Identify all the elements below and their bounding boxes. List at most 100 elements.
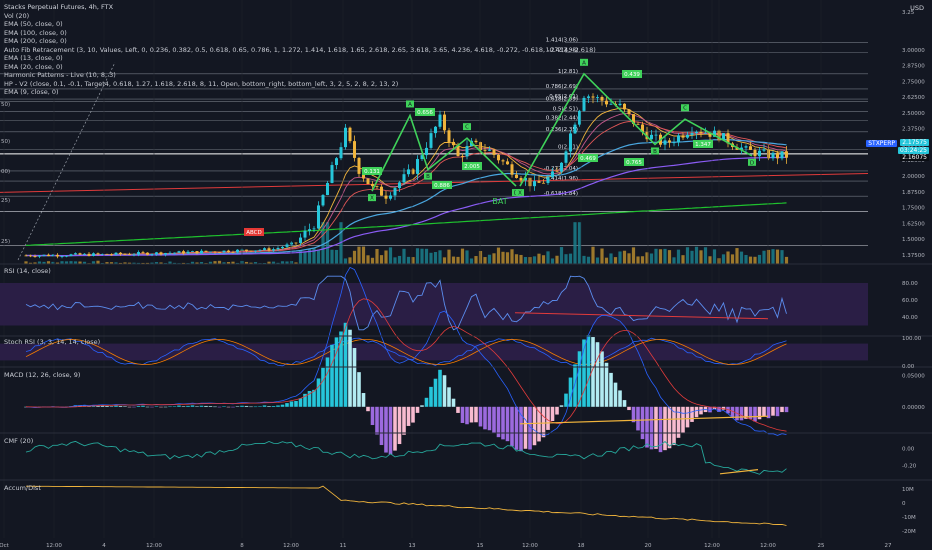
legend-harmonic[interactable]: Harmonic Patterns - Live (10, 8, 3)	[4, 71, 116, 79]
candle-body	[668, 140, 671, 143]
candle-body	[510, 164, 514, 175]
candle-body	[672, 142, 676, 144]
legend-ema9[interactable]: EMA (9, close, 0)	[4, 88, 59, 96]
ratio-box	[624, 158, 644, 166]
macd-histogram-bar	[483, 406, 487, 430]
volume-bar	[649, 253, 654, 264]
time-axis-label: 4	[102, 543, 106, 549]
left-axis-fragment: 50)	[1, 139, 10, 145]
macd-histogram-bar	[271, 406, 276, 407]
accum-legend[interactable]: Accum/Dist	[4, 484, 41, 492]
stoch-legend[interactable]: Stoch RSI (3, 3, 14, 14, close)	[4, 338, 101, 346]
accum-axis-label: 0	[902, 501, 906, 507]
volume-bar	[64, 261, 69, 264]
rsi-axis-label: 60.00	[902, 298, 918, 304]
macd-histogram-bar	[357, 372, 361, 407]
macd-histogram-bar	[217, 406, 222, 408]
volume-bar	[568, 253, 573, 264]
volume-bar	[685, 247, 690, 264]
legend-ema50[interactable]: EMA (50, close, 0)	[4, 20, 63, 28]
volume-bar	[271, 261, 276, 264]
price-axis-label: 2.12500	[902, 158, 925, 164]
price-axis-label: 3.00000	[902, 48, 925, 54]
pattern-point-label: D	[750, 160, 754, 166]
candle-body	[681, 135, 685, 138]
candle-body	[650, 134, 653, 140]
macd-histogram-bar	[361, 393, 366, 407]
legend-vol[interactable]: Vol (20)	[4, 11, 30, 20]
volume-bar	[141, 262, 145, 264]
macd-histogram-bar	[406, 406, 411, 426]
volume-bar	[244, 261, 249, 264]
candle-body	[785, 151, 788, 158]
price-axis-label: 2.75000	[902, 79, 925, 85]
legend-ema13[interactable]: EMA (13, close, 0)	[4, 54, 63, 62]
stoch-rsi-pane[interactable]	[0, 337, 868, 367]
legend-ema200[interactable]: EMA (200, close, 0)	[4, 37, 67, 45]
candle-body	[776, 152, 779, 159]
candle-body	[744, 146, 748, 148]
macd-histogram-bar	[352, 348, 357, 407]
rsi-legend[interactable]: RSI (14, close)	[4, 267, 51, 275]
macd-histogram-bar	[460, 406, 465, 423]
legend-hpv2[interactable]: HP - V2 (close, 0.1, -0.1, Target4, 0.61…	[4, 79, 399, 88]
macd-histogram-bar	[447, 387, 451, 407]
macd-histogram-bar	[442, 375, 447, 407]
price-axis-label: 2.50000	[902, 111, 925, 117]
candle-body	[312, 228, 316, 230]
volume-bar	[613, 257, 618, 264]
candle-body	[465, 146, 469, 157]
volume-bar	[379, 255, 384, 264]
volume-bar	[114, 262, 118, 264]
volume-bar	[627, 253, 631, 264]
volume-bar	[523, 257, 528, 264]
candle-body	[330, 165, 334, 183]
legend-ema20[interactable]: EMA (20, close, 0)	[4, 62, 63, 71]
candle-body	[204, 250, 208, 252]
cmf-axis-label: -0.20	[902, 463, 917, 469]
macd-histogram-bar	[505, 406, 510, 442]
candle-body	[393, 188, 397, 196]
candle-body	[690, 133, 694, 135]
candle-body	[348, 127, 352, 142]
macd-histogram-bar	[298, 398, 303, 407]
time-axis-label: 13	[409, 543, 416, 549]
volume-bar	[699, 250, 703, 264]
candle-body	[407, 169, 410, 175]
candle-body	[578, 110, 581, 125]
currency-label[interactable]: USD	[910, 4, 924, 12]
volume-bar	[438, 250, 442, 264]
macd-histogram-bar	[249, 406, 253, 408]
rsi-pane[interactable]	[0, 275, 868, 331]
accum-axis-label: -10M	[902, 515, 916, 521]
candle-body	[596, 96, 599, 98]
pattern-point-label: C	[465, 125, 469, 131]
volume-bar	[109, 262, 114, 264]
pattern-point-marker	[424, 172, 432, 180]
accum-dist-pane[interactable]	[26, 485, 787, 526]
macd-histogram-bar	[609, 372, 613, 407]
cmf-pane[interactable]	[25, 440, 787, 475]
price-pane[interactable]: 1.414(3.06) 1.272(2.98) 1(2.81) 0.786(2.69)…	[0, 0, 889, 538]
candle-body	[335, 158, 338, 166]
volume-bar	[199, 261, 204, 264]
macd-histogram-bar	[532, 406, 537, 446]
volume-bar	[658, 249, 663, 264]
volume-bar	[172, 262, 177, 264]
cmf-legend[interactable]: CMF (20)	[4, 437, 34, 445]
candle-body	[366, 178, 370, 185]
pattern-ratio: 0.131	[364, 169, 380, 175]
macd-histogram-bar	[717, 406, 721, 412]
legend-ema100[interactable]: EMA (100, close, 0)	[4, 28, 67, 37]
pattern-ratio: 0.886	[434, 183, 450, 189]
legend-autofib[interactable]: Auto Fib Retracement (3, 10, Values, Lef…	[4, 45, 596, 54]
volume-bar	[51, 261, 55, 264]
price-axis-bg	[868, 0, 932, 550]
macd-histogram-bar	[654, 406, 658, 449]
candle-body	[47, 254, 50, 256]
macd-pane[interactable]	[24, 266, 789, 455]
macd-legend[interactable]: MACD (12, 26, close, 9)	[4, 371, 81, 379]
ratio-box	[578, 154, 598, 162]
macd-histogram-bar	[420, 405, 424, 407]
